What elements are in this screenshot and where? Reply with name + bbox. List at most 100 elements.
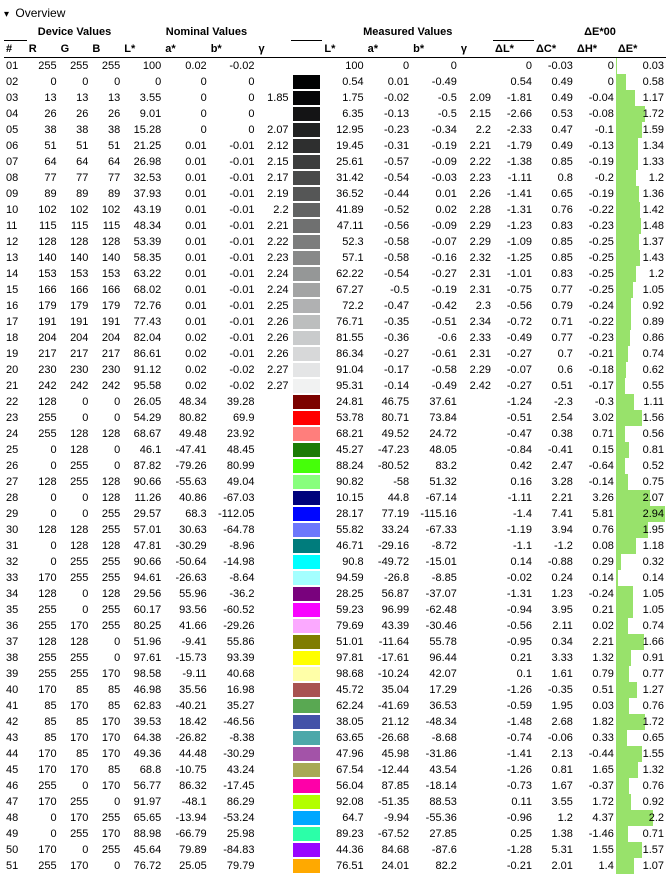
table-row[interactable]: 41851708562.83-40.2135.2762.24-41.6936.5… — [4, 698, 666, 714]
table-row[interactable]: 1516616616668.020.01-0.012.2467.27-0.5-0… — [4, 282, 666, 298]
hdr-dC[interactable]: ΔC* — [534, 41, 575, 58]
hdr-B[interactable]: B — [90, 41, 122, 58]
hdr-nomb[interactable]: b* — [209, 41, 257, 58]
hdr-idx[interactable]: # — [4, 41, 27, 58]
table-row[interactable]: 0538383815.28002.0712.95-0.23-0.342.2-2.… — [4, 122, 666, 138]
table-row[interactable]: 1921721721786.610.02-0.012.2686.34-0.27-… — [4, 346, 666, 362]
cell-mb: -48.34 — [411, 714, 459, 730]
table-row[interactable]: 1617917917972.760.01-0.012.2572.2-0.47-0… — [4, 298, 666, 314]
cell-mL: 86.34 — [322, 346, 365, 362]
table-row[interactable]: 438517017064.38-26.82-8.3863.65-26.68-8.… — [4, 730, 666, 746]
cell-dH: 0.21 — [575, 602, 616, 618]
table-row[interactable]: 50170025545.6479.89-84.8344.3684.68-87.6… — [4, 842, 666, 858]
cell-dH: 1.55 — [575, 842, 616, 858]
table-row[interactable]: 1314014014058.350.01-0.012.2357.1-0.58-0… — [4, 250, 666, 266]
cell-idx: 50 — [4, 842, 27, 858]
table-row[interactable]: 1820420420482.040.02-0.012.2681.55-0.36-… — [4, 330, 666, 346]
table-row[interactable]: 0877777732.530.01-0.012.1731.42-0.54-0.0… — [4, 170, 666, 186]
table-row[interactable]: 42858517039.5318.42-46.5638.0521.12-48.3… — [4, 714, 666, 730]
hdr-measured: Measured Values — [322, 24, 493, 41]
hdr-G[interactable]: G — [59, 41, 91, 58]
cell-nb: -8.96 — [209, 538, 257, 554]
cell-R: 128 — [27, 634, 59, 650]
table-row[interactable]: 441708517049.3644.48-30.2947.9645.98-31.… — [4, 746, 666, 762]
cell-dC: 2.01 — [534, 858, 575, 874]
table-row[interactable]: 2712825512890.66-55.6349.0490.82-5851.32… — [4, 474, 666, 490]
cell-dH: -0.64 — [575, 458, 616, 474]
overview-header[interactable]: Overview — [4, 4, 670, 24]
cell-ma: 45.98 — [366, 746, 411, 762]
hdr-ma[interactable]: a* — [366, 41, 411, 58]
table-row[interactable]: 35255025560.1793.56-60.5259.2396.99-62.4… — [4, 602, 666, 618]
cell-nb: -60.52 — [209, 602, 257, 618]
table-row[interactable]: 37128128051.96-9.4155.8651.01-11.6455.78… — [4, 634, 666, 650]
table-row[interactable]: 260255087.82-79.2680.9988.24-80.5283.20.… — [4, 458, 666, 474]
cell-ng — [256, 730, 290, 746]
table-row[interactable]: 47170255091.97-48.186.2992.08-51.3588.53… — [4, 794, 666, 810]
table-row[interactable]: 0651515121.250.01-0.012.1219.45-0.31-0.1… — [4, 138, 666, 154]
table-row[interactable]: 290025529.5768.3-112.0528.1777.19-115.16… — [4, 506, 666, 522]
table-row[interactable]: 2023023023091.120.02-0.022.2791.04-0.17-… — [4, 362, 666, 378]
cell-mb: -0.58 — [411, 362, 459, 378]
cell-mg — [459, 826, 493, 842]
cell-ma: -26.68 — [366, 730, 411, 746]
table-row[interactable]: 0989898937.930.01-0.012.1936.52-0.440.01… — [4, 186, 666, 202]
hdr-dL[interactable]: ΔL* — [493, 41, 534, 58]
table-row[interactable]: 0764646426.980.01-0.012.1525.61-0.57-0.0… — [4, 154, 666, 170]
cell-R: 170 — [27, 570, 59, 586]
hdr-dE[interactable]: ΔE* — [616, 41, 666, 58]
cell-dL: -1.26 — [493, 682, 534, 698]
cell-nL: 29.57 — [122, 506, 163, 522]
table-row[interactable]: 31012812847.81-30.29-8.9646.71-29.16-8.7… — [4, 538, 666, 554]
table-row[interactable]: 34128012829.5655.96-36.228.2556.87-37.07… — [4, 586, 666, 602]
hdr-nomg[interactable]: γ — [256, 41, 290, 58]
table-row[interactable]: 221280026.0548.3439.2824.8146.7537.61-1.… — [4, 394, 666, 410]
hdr-mL[interactable]: L* — [322, 41, 365, 58]
cell-ng — [256, 682, 290, 698]
cell-R: 170 — [27, 746, 59, 762]
hdr-nominal: Nominal Values — [122, 24, 290, 41]
cell-dH: -0.23 — [575, 330, 616, 346]
table-row[interactable]: 042626269.01006.35-0.13-0.52.15-2.660.53… — [4, 106, 666, 122]
table-row[interactable]: 51255170076.7225.0579.7976.5124.0182.2-0… — [4, 858, 666, 874]
table-row[interactable]: 40170858546.9835.5616.9845.7235.0417.29-… — [4, 682, 666, 698]
cell-dC: -1.2 — [534, 538, 575, 554]
table-row[interactable]: 32025525590.66-50.64-14.9890.8-49.72-15.… — [4, 554, 666, 570]
cell-ma: 0.01 — [366, 74, 411, 90]
table-row[interactable]: 1719119119177.430.01-0.012.2676.71-0.35-… — [4, 314, 666, 330]
hdr-noma[interactable]: a* — [163, 41, 208, 58]
cell-dH: 5.81 — [575, 506, 616, 522]
table-row[interactable]: 2425512812868.6749.4823.9268.2149.5224.7… — [4, 426, 666, 442]
table-row[interactable]: 3317025525594.61-26.63-8.6494.59-26.8-8.… — [4, 570, 666, 586]
table-row[interactable]: 020000000.540.01-0.490.540.4900.58 — [4, 74, 666, 90]
table-row[interactable]: 250128046.1-47.4148.4545.27-47.2348.05-0… — [4, 442, 666, 458]
hdr-dH[interactable]: ΔH* — [575, 41, 616, 58]
table-row[interactable]: 3925525517098.58-9.1140.6898.68-10.2442.… — [4, 666, 666, 682]
table-row[interactable]: 012552552551000.02-0.02100000-0.0300.03 — [4, 58, 666, 75]
hdr-nomL[interactable]: L* — [122, 41, 163, 58]
table-row[interactable]: 451701708568.8-10.7543.2467.54-12.4443.5… — [4, 762, 666, 778]
table-row[interactable]: 48017025565.65-13.94-53.2464.7-9.94-55.3… — [4, 810, 666, 826]
table-row[interactable]: 3012812825557.0130.63-64.7855.8233.24-67… — [4, 522, 666, 538]
cell-idx: 49 — [4, 826, 27, 842]
cell-B: 255 — [90, 618, 122, 634]
table-row[interactable]: 49025517088.98-66.7925.9889.23-67.5227.8… — [4, 826, 666, 842]
hdr-mb[interactable]: b* — [411, 41, 459, 58]
cell-ng — [256, 602, 290, 618]
table-row[interactable]: 1415315315363.220.01-0.012.2462.22-0.54-… — [4, 266, 666, 282]
table-row[interactable]: 031313133.55001.851.75-0.02-0.52.09-1.81… — [4, 90, 666, 106]
table-row[interactable]: 232550054.2980.8269.953.7880.7173.84-0.5… — [4, 410, 666, 426]
table-row[interactable]: 46255017056.7786.32-17.4556.0487.85-18.1… — [4, 778, 666, 794]
table-row[interactable]: 1010210210243.190.01-0.012.241.89-0.520.… — [4, 202, 666, 218]
table-row[interactable]: 3625517025580.2541.66-29.2679.6943.39-30… — [4, 618, 666, 634]
table-row[interactable]: 1111511511548.340.01-0.012.2147.11-0.56-… — [4, 218, 666, 234]
table-row[interactable]: 2124224224295.580.02-0.022.2795.31-0.14-… — [4, 378, 666, 394]
swatch — [291, 58, 323, 75]
hdr-R[interactable]: R — [27, 41, 59, 58]
table-row[interactable]: 38255255097.61-15.7393.3997.81-17.6196.4… — [4, 650, 666, 666]
table-row[interactable]: 280012811.2640.86-67.0310.1544.8-67.14-1… — [4, 490, 666, 506]
cell-dL: -0.73 — [493, 778, 534, 794]
hdr-mg[interactable]: γ — [459, 41, 493, 58]
cell-ng — [256, 58, 290, 75]
table-row[interactable]: 1212812812853.390.01-0.012.2252.3-0.58-0… — [4, 234, 666, 250]
